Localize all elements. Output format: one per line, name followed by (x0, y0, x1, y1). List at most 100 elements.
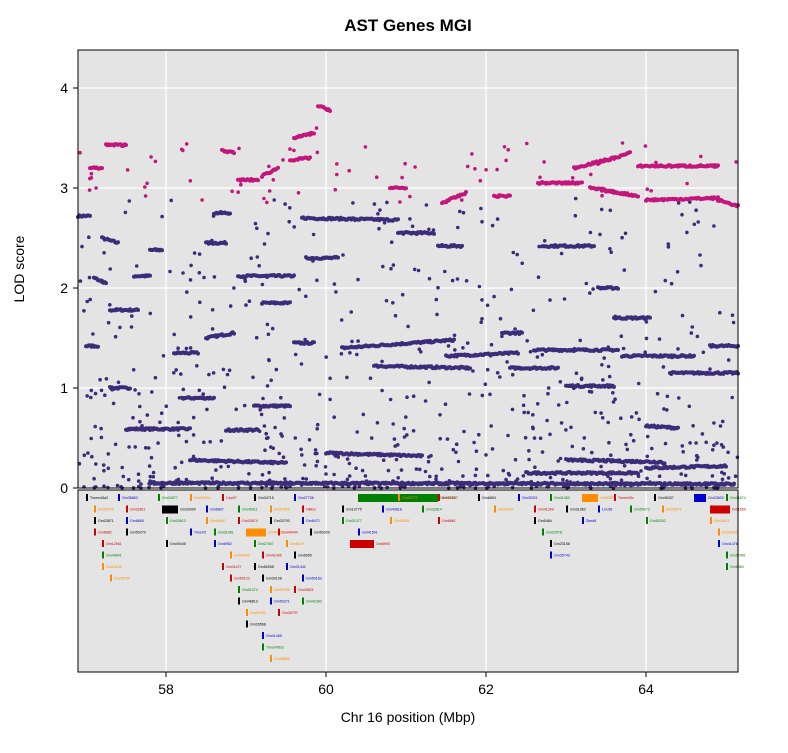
lod-point (201, 392, 205, 396)
gene-mark (222, 563, 224, 570)
lod-point (581, 482, 585, 486)
x-tick-label: 64 (638, 681, 654, 697)
gene-mark (646, 517, 648, 524)
lod-point (301, 476, 305, 481)
gene-mark (86, 494, 88, 501)
lod-point (682, 483, 686, 487)
lod-point (348, 351, 352, 355)
lod-point (345, 457, 350, 461)
lod-point (434, 477, 438, 482)
lod-point (169, 198, 173, 203)
lod-point-highlight (296, 191, 301, 195)
lod-point (388, 397, 393, 402)
lod-point (91, 332, 95, 336)
lod-point (735, 455, 740, 460)
lod-point (411, 429, 416, 433)
lod-point (115, 483, 120, 488)
gene-mark (166, 540, 168, 547)
lod-point (131, 368, 136, 372)
lod-point (226, 464, 231, 469)
lod-point (600, 416, 605, 420)
lod-point (311, 232, 316, 237)
lod-point (454, 450, 458, 455)
lod-point (578, 338, 582, 343)
lod-point (274, 367, 279, 372)
lod-point (452, 337, 456, 342)
lod-point (680, 212, 684, 217)
lod-point (197, 252, 202, 256)
lod-point (269, 461, 273, 466)
lod-point (215, 334, 220, 339)
lod-point (531, 413, 535, 417)
lod-point (292, 273, 296, 278)
lod-point (558, 380, 563, 384)
gene-mark (214, 528, 216, 536)
lod-point-highlight (601, 186, 605, 191)
lod-point (629, 415, 634, 419)
lod-point (488, 392, 492, 397)
lod-point (266, 436, 270, 440)
lod-point (188, 426, 192, 431)
lod-point (184, 346, 189, 351)
lod-point (159, 411, 164, 416)
gene-mark (302, 505, 304, 513)
lod-point (471, 369, 475, 373)
lod-point (451, 447, 456, 452)
lod-point-highlight (315, 150, 320, 155)
gene-mark (598, 505, 600, 513)
gene-mark (494, 505, 496, 513)
lod-point (198, 300, 202, 305)
lod-point (280, 482, 284, 487)
lod-point (339, 352, 344, 356)
lod-point (355, 430, 360, 434)
lod-point (261, 396, 265, 401)
lod-point (720, 419, 725, 424)
lod-point (450, 278, 455, 283)
lod-point (195, 364, 199, 368)
lod-point (265, 275, 269, 280)
lod-point (299, 447, 303, 452)
gene-mark (390, 517, 392, 524)
lod-point (465, 341, 470, 345)
lod-point (634, 411, 639, 415)
lod-point (427, 380, 431, 385)
lod-point (599, 411, 603, 415)
genes-panel (78, 490, 738, 672)
lod-point (78, 279, 83, 283)
gene-mark (710, 517, 712, 524)
lod-point (522, 393, 526, 398)
lod-point (150, 390, 154, 394)
lod-point (134, 264, 139, 268)
lod-point (511, 250, 516, 255)
y-tick-label: 4 (60, 80, 68, 96)
lod-point (332, 415, 337, 420)
gene-mark (102, 563, 104, 570)
gene-label: Gm50270 (130, 531, 146, 535)
lod-point (676, 425, 680, 430)
lod-point (532, 436, 537, 440)
lod-point (645, 434, 650, 439)
lod-point (611, 391, 615, 395)
gene-mark (438, 494, 440, 501)
lod-point (333, 454, 338, 458)
gene-mark (718, 528, 720, 536)
lod-point (608, 477, 613, 481)
lod-point (438, 413, 442, 417)
gene-label: Gm41485 (266, 634, 282, 638)
lod-point (477, 284, 482, 289)
lod-point (545, 418, 549, 423)
lod-point (504, 477, 508, 482)
gene-mark (270, 655, 272, 662)
lod-point (304, 294, 308, 299)
lod-point (126, 477, 131, 482)
lod-point (297, 287, 302, 292)
lod-point (147, 481, 151, 486)
lod-point (580, 459, 585, 464)
lod-point (307, 438, 312, 442)
lod-point (438, 436, 443, 441)
lod-point-highlight (649, 189, 653, 193)
lod-point (148, 273, 152, 278)
lod-point (535, 355, 540, 359)
lod-point (129, 325, 134, 329)
gene-mark (190, 494, 192, 501)
